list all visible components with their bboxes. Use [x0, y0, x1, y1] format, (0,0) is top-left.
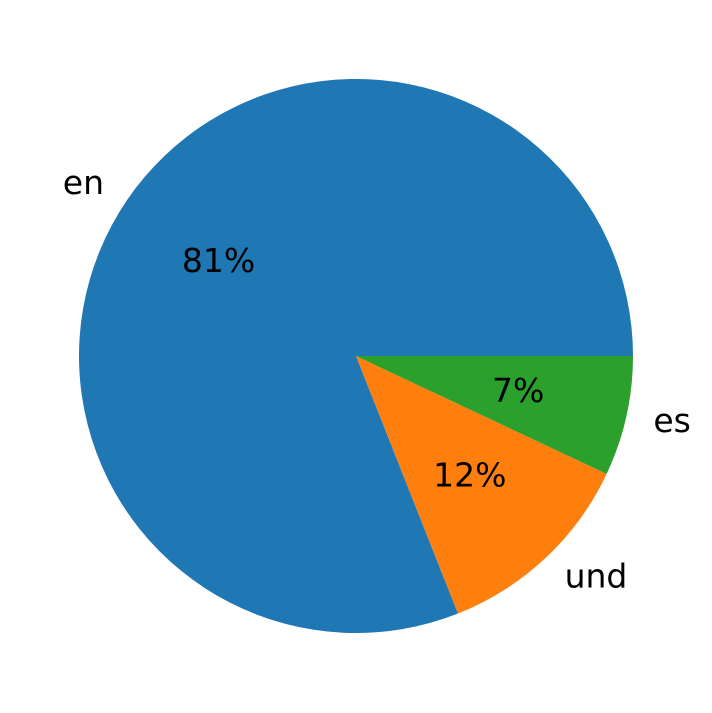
slice-label: und	[565, 557, 628, 596]
pie-slice	[356, 356, 607, 614]
value-label: 7%	[492, 371, 544, 410]
value-label: 12%	[433, 456, 506, 495]
value-label: 81%	[182, 241, 255, 280]
slice-label: en	[63, 163, 104, 202]
pie-slice	[78, 78, 633, 633]
pie-slice	[356, 356, 633, 474]
slice-label: es	[653, 401, 691, 440]
